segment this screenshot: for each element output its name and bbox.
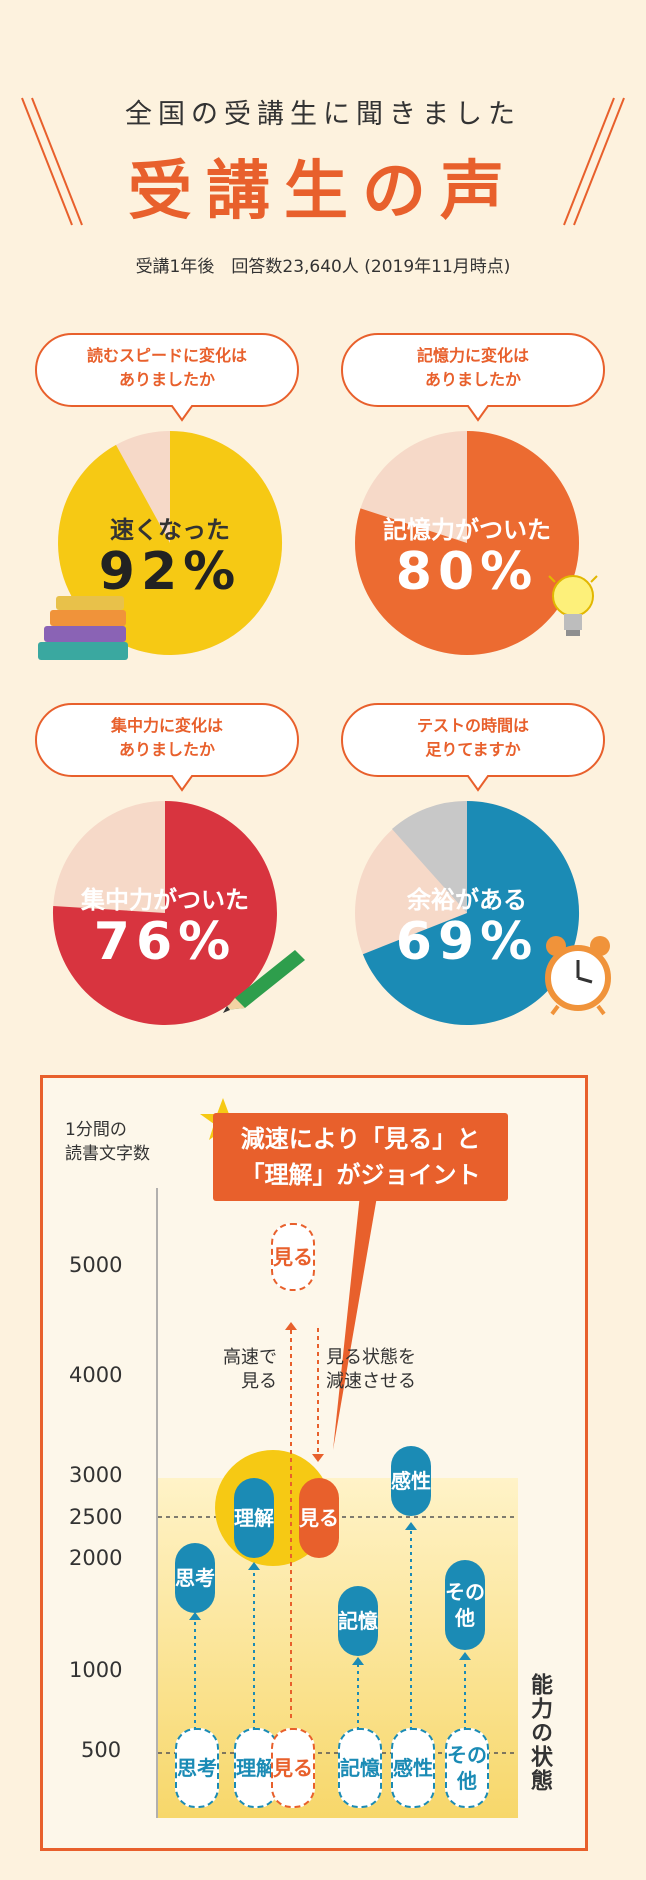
question-bubble	[341, 333, 605, 422]
pie-value: 92%	[98, 542, 242, 602]
survey-card-memory: 記憶力に変化は ありましたか 記憶力がついた 80%	[330, 330, 620, 670]
pie-value: 80%	[395, 542, 539, 602]
pill-other: その他	[445, 1560, 485, 1650]
tick-label: 1000	[69, 1658, 123, 1682]
lightbulb-icon	[548, 575, 598, 636]
base-pill-memory: 記憶	[338, 1728, 382, 1808]
alarm-clock-icon	[545, 936, 611, 1016]
pill-thinking: 思考	[175, 1543, 215, 1613]
pie-value: 69%	[395, 912, 539, 972]
tick-label: 2500	[69, 1505, 123, 1529]
tick-label: 4000	[69, 1363, 123, 1387]
pill-see: 見る	[299, 1478, 339, 1558]
pie-slice	[362, 801, 580, 1025]
tick-label: 2000	[69, 1546, 123, 1570]
note-slow-see: 見る状態を 減速させる	[326, 1347, 416, 1392]
base-pill-other: その他	[445, 1728, 489, 1808]
pie-chart	[355, 431, 580, 655]
x-axis-title: 能力の状態	[527, 1673, 552, 1793]
tick-label: 3000	[69, 1463, 123, 1487]
tick-label: 5000	[69, 1253, 123, 1277]
question-bubble	[341, 703, 605, 792]
pie-value: 76%	[93, 912, 237, 972]
reading-speed-diagram: 1分間の 読書文字数 5000 4000 3000 2500 2000 1000 …	[40, 1075, 588, 1851]
pencil-icon	[223, 950, 305, 1013]
y-axis-title: 1分間の 読書文字数	[65, 1120, 150, 1164]
base-pill-see: 見る	[271, 1728, 315, 1808]
survey-card-time: テストの時間は 足りてますか 余裕がある 69%	[330, 700, 620, 1040]
pie-label: 記憶力がついた	[383, 516, 551, 544]
pill-understanding: 理解	[234, 1478, 274, 1558]
survey-card-focus: 集中力に変化は ありましたか 集中力がついた 76%	[20, 700, 310, 1040]
pie-chart	[355, 800, 580, 1025]
question-text: テストの時間は 足りてますか	[416, 716, 529, 759]
pie-chart	[52, 801, 277, 1025]
see-top-pill: 見る	[271, 1223, 315, 1291]
survey-meta: 受講1年後 回答数23,640人 (2019年11月時点)	[135, 257, 511, 277]
page-title: 受講生の声	[128, 154, 518, 229]
header-decoration	[21, 97, 625, 226]
tick-label: 500	[81, 1738, 122, 1762]
base-pill-thinking: 思考	[175, 1728, 219, 1808]
pie-label: 集中力がついた	[81, 886, 249, 914]
pie-slice	[52, 801, 277, 1025]
survey-card-speed: 読むスピードに変化は ありましたか 速くなった 92%	[20, 330, 310, 670]
pie-label: 速くなった	[110, 516, 230, 544]
question-text: 記憶力に変化は ありましたか	[416, 346, 529, 389]
question-bubble	[35, 333, 299, 422]
note-fast-see: 高速で 見る	[223, 1347, 277, 1392]
pie-slice	[355, 431, 580, 655]
base-pill-sensitivity: 感性	[391, 1728, 435, 1808]
callout-box: 減速により「見る」と 「理解」がジョイント	[213, 1113, 508, 1201]
question-text: 集中力に変化は ありましたか	[110, 716, 223, 759]
question-text: 読むスピードに変化は ありましたか	[86, 346, 247, 389]
question-bubble	[35, 703, 299, 792]
books-icon	[38, 596, 128, 660]
pie-label: 余裕がある	[407, 886, 527, 914]
header-subtitle: 全国の受講生に聞きました	[125, 99, 521, 130]
pill-memory: 記憶	[338, 1586, 378, 1656]
pill-sensitivity: 感性	[391, 1446, 431, 1516]
